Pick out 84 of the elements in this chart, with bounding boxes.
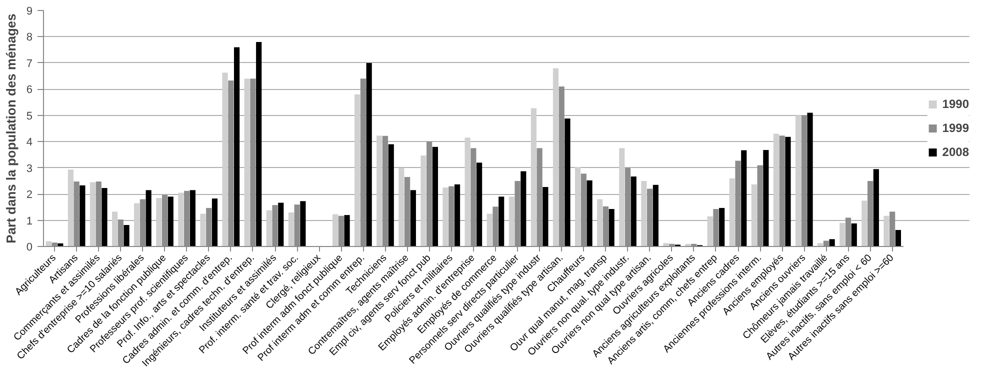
bar	[168, 196, 174, 246]
bar	[212, 198, 218, 246]
bar	[785, 136, 791, 246]
bar	[234, 47, 240, 246]
bar	[552, 68, 559, 246]
bar	[741, 150, 747, 246]
bar	[222, 72, 228, 246]
y-tick-label: 9	[26, 6, 33, 18]
bar	[278, 202, 284, 246]
bar	[542, 186, 548, 246]
bar	[630, 176, 636, 246]
bar	[124, 225, 130, 246]
bar	[442, 188, 448, 246]
bar	[156, 198, 162, 246]
bar	[520, 171, 526, 246]
y-tick-label: 8	[26, 32, 33, 44]
y-tick-label: 2	[26, 189, 33, 202]
bar	[829, 239, 835, 246]
bar	[564, 118, 570, 246]
y-axis-title: Part dans la population des ménages	[3, 14, 18, 244]
bar	[344, 215, 350, 246]
bar	[652, 184, 658, 246]
legend-label: 2008	[942, 145, 969, 159]
bar	[420, 156, 426, 246]
bar	[719, 208, 725, 246]
bar	[332, 214, 338, 246]
bar	[256, 42, 262, 246]
bar	[398, 168, 404, 246]
bar	[80, 185, 86, 246]
y-tick-label: 3	[26, 162, 33, 175]
bar	[102, 188, 108, 246]
bar	[884, 216, 890, 246]
bar	[410, 190, 416, 246]
bar	[807, 112, 813, 246]
bar	[851, 223, 857, 246]
bar	[178, 192, 184, 246]
bar	[68, 170, 74, 246]
bar	[619, 148, 625, 246]
bar	[597, 199, 603, 246]
bar	[498, 196, 504, 246]
bar	[244, 78, 250, 246]
bar	[300, 201, 306, 246]
y-tick-label: 0	[26, 242, 33, 254]
legend-label: 1990	[942, 97, 969, 111]
bar	[795, 115, 802, 246]
bar	[146, 190, 152, 246]
bar	[574, 167, 581, 246]
bar	[486, 214, 492, 246]
bar	[530, 108, 536, 246]
bar	[288, 212, 294, 246]
bar	[862, 200, 868, 246]
bar	[641, 180, 647, 246]
bar	[840, 222, 846, 246]
bar	[608, 209, 614, 246]
bar	[366, 62, 372, 246]
bar	[388, 144, 394, 246]
bar	[729, 178, 735, 246]
bar	[90, 182, 96, 246]
bar	[454, 184, 460, 246]
bar	[432, 146, 438, 246]
y-tick-label: 7	[26, 58, 33, 70]
bar	[134, 203, 140, 246]
bar	[707, 216, 713, 246]
bar	[751, 184, 757, 246]
bar	[508, 196, 514, 246]
bar	[112, 212, 118, 246]
y-tick-label: 5	[26, 110, 33, 122]
bar	[190, 190, 196, 246]
bar	[763, 150, 769, 246]
bar	[464, 138, 470, 246]
bar	[873, 169, 879, 246]
bar	[376, 136, 382, 246]
bar	[266, 210, 272, 246]
y-tick-label: 1	[26, 215, 33, 228]
bar	[354, 94, 360, 246]
y-tick-label: 6	[26, 84, 33, 96]
bar	[200, 214, 206, 246]
bar	[773, 134, 780, 246]
legend-label: 1999	[942, 121, 969, 135]
bar	[586, 180, 592, 246]
bar	[663, 243, 669, 246]
y-tick-label: 4	[26, 136, 33, 149]
bar	[476, 162, 482, 246]
bar	[895, 230, 902, 246]
